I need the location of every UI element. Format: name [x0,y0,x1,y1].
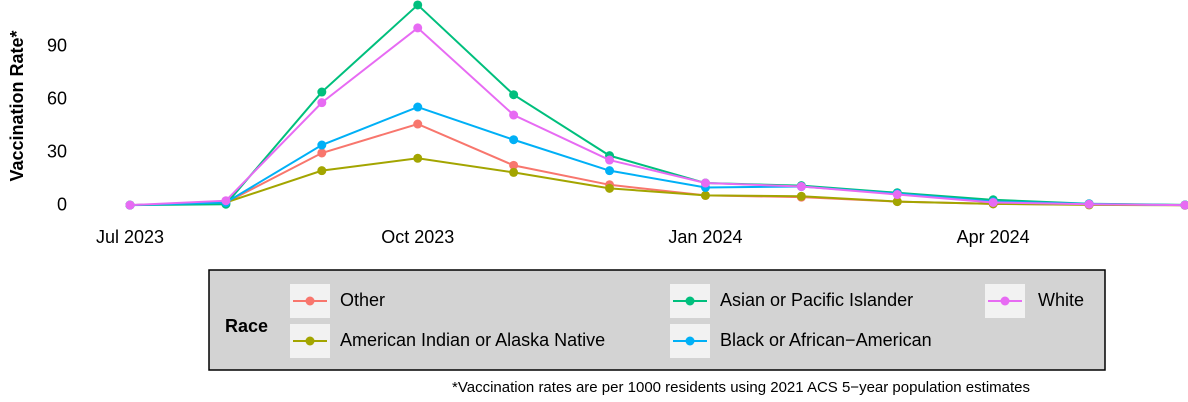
x-tick-label: Jul 2023 [96,227,164,247]
data-point [509,90,519,100]
legend-label: American Indian or Alaska Native [340,330,605,350]
legend-label: Asian or Pacific Islander [720,290,913,310]
data-point [413,102,423,112]
data-point [892,190,902,200]
data-point [509,167,519,177]
data-point [413,0,423,10]
legend-key-point [685,336,695,346]
legend-label: White [1038,290,1084,310]
data-point [125,200,135,210]
data-point [317,166,327,176]
legend-label: Black or African−American [720,330,932,350]
data-point [892,197,902,207]
data-point [1084,199,1094,209]
data-point [1180,200,1188,210]
legend-box [208,269,1106,371]
x-tick-label: Jan 2024 [668,227,742,247]
data-point [413,153,423,163]
data-point [317,98,327,108]
data-point [988,197,998,207]
data-point [605,166,615,176]
data-point [700,178,710,188]
x-tick-label: Apr 2024 [957,227,1030,247]
caption: *Vaccination rates are per 1000 resident… [452,379,1030,396]
data-point [605,155,615,165]
x-tick-label: Oct 2023 [381,227,454,247]
series-line [129,26,1186,207]
legend-title: Race [225,316,268,336]
y-tick-label: 60 [47,89,67,109]
data-point [317,148,327,158]
legend-key-point [305,296,315,306]
legend-key-point [1000,296,1010,306]
legend-key-point [685,296,695,306]
data-point [509,135,519,145]
data-point [796,182,806,192]
y-axis-label: Vaccination Rate* [7,30,27,181]
data-point [700,190,710,200]
data-point [317,87,327,97]
data-point [509,160,519,170]
data-point [509,110,519,120]
legend-key-point [305,336,315,346]
data-point [796,191,806,201]
legend-label: Other [340,290,385,310]
data-point [221,196,231,206]
data-point [413,23,423,33]
y-tick-label: 0 [57,195,67,215]
data-point [317,140,327,150]
y-tick-label: 30 [47,142,67,162]
data-point [605,183,615,193]
series-line [129,3,1186,207]
series-line [129,157,1186,207]
data-point [413,119,423,129]
y-tick-label: 90 [47,36,67,56]
